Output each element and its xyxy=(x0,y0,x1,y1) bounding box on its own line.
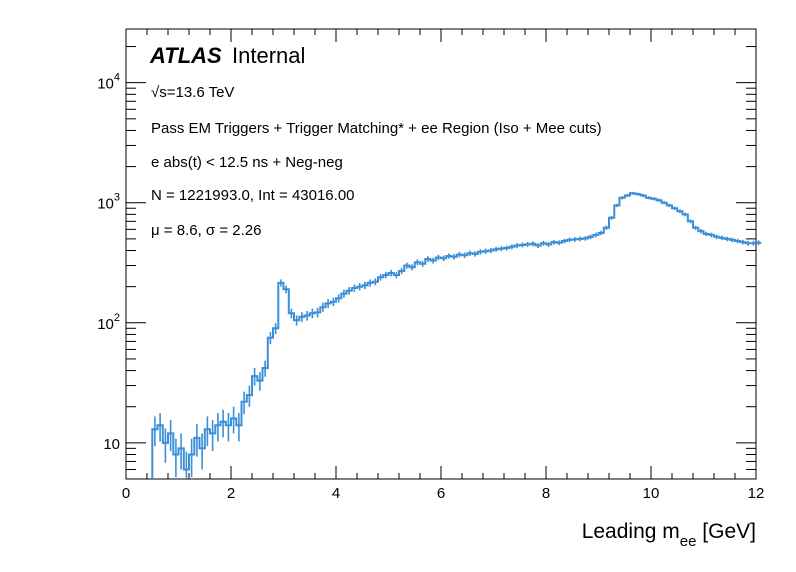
atlas-label: ATLAS xyxy=(149,43,222,68)
y-tick-label: 10 xyxy=(103,436,120,453)
y-tick-base: 10 xyxy=(97,76,114,93)
y-tick-exponent: 4 xyxy=(114,72,120,84)
x-axis-title-main: Leading m xyxy=(582,520,680,543)
sqrt-symbol: √ xyxy=(151,84,160,101)
y-tick-base: 10 xyxy=(97,196,114,213)
y-tick-label: 104 xyxy=(97,72,120,93)
counts-label: N = 1221993.0, Int = 43016.00 xyxy=(151,187,355,204)
x-tick-label: 4 xyxy=(332,485,340,502)
energy-label: √s=13.6 TeV xyxy=(151,84,234,101)
x-tick-label: 0 xyxy=(122,485,130,502)
fit-label: μ = 8.6, σ = 2.26 xyxy=(151,222,261,239)
x-axis-title: Leading mee [GeV] xyxy=(582,520,756,550)
series-histogram xyxy=(151,191,762,479)
x-tick-label: 12 xyxy=(748,485,765,502)
y-tick-base: 10 xyxy=(97,316,114,333)
y-tick-exponent: 2 xyxy=(114,312,120,324)
y-tick-exponent: 3 xyxy=(114,192,120,204)
timing-label: e abs(t) < 12.5 ns + Neg-neg xyxy=(151,154,343,171)
internal-label: Internal xyxy=(232,43,305,68)
y-tick-label: 103 xyxy=(97,192,120,213)
x-tick-label: 6 xyxy=(437,485,445,502)
energy-value: s=13.6 TeV xyxy=(159,84,234,101)
y-tick-base: 10 xyxy=(103,436,120,453)
x-tick-label: 10 xyxy=(643,485,660,502)
selection-label: Pass EM Triggers + Trigger Matching* + e… xyxy=(151,120,602,137)
y-tick-label: 102 xyxy=(97,312,120,333)
x-tick-label: 2 xyxy=(227,485,235,502)
x-axis-ticks: 0 2 4 6 8 10 12 xyxy=(122,29,765,502)
x-axis-title-sub: ee xyxy=(680,533,697,550)
x-axis-title-unit: [GeV] xyxy=(696,520,756,543)
x-tick-label: 8 xyxy=(542,485,550,502)
